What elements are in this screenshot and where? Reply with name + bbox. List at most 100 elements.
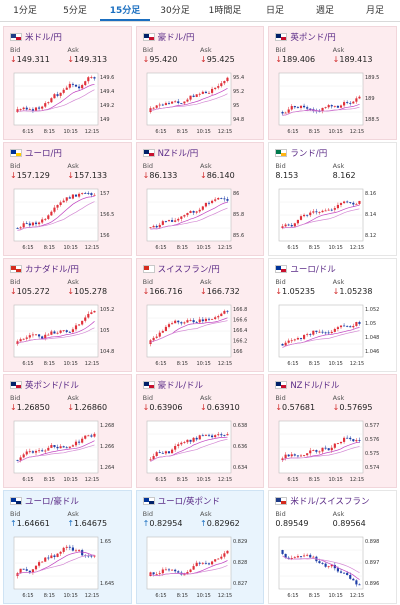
direction-arrow-icon: ↓	[332, 55, 340, 64]
y-tick-label: 86	[233, 191, 239, 197]
direction-arrow-icon: ↓	[275, 55, 283, 64]
x-tick-label: 8:15	[44, 593, 55, 599]
bid-label: Bid	[10, 394, 21, 402]
rate-card[interactable]: 米ドル/スイスフラン Bid Ask 0.89549 0.89564 0.898 0.897…	[268, 490, 397, 604]
rate-card[interactable]: NZドル/円 Bid Ask ↓86.133 ↓86.140 86 85.8 85.6 6:15…	[135, 142, 265, 256]
direction-arrow-icon: ↓	[199, 171, 207, 180]
candlestick-chart[interactable]: 0.638 0.636 0.634 6:15 8:15 10:15 12:15	[143, 419, 259, 485]
candlestick-chart[interactable]: 149.6 149.4 149.2 149 6:15 8:15 10:15 12:15	[10, 71, 126, 137]
rate-card[interactable]: カナダドル/円 Bid Ask ↓105.272 ↓105.278 105.2 105 104…	[3, 258, 132, 372]
flag-icon	[10, 497, 22, 505]
direction-arrow-icon: ↑	[67, 519, 75, 528]
x-tick-label: 8:15	[176, 361, 187, 367]
x-tick-label: 12:15	[85, 361, 99, 367]
x-tick-label: 10:15	[329, 361, 343, 367]
rate-card[interactable]: 豪ドル/ドル Bid Ask ↓0.63906 ↓0.63910 0.638 0.636 0.…	[135, 374, 265, 488]
y-tick-label: 95	[233, 103, 239, 109]
y-tick-label: 1.05	[365, 321, 376, 327]
bid-label: Bid	[10, 278, 21, 286]
ask-price: 149.313	[74, 55, 108, 64]
direction-arrow-icon: ↓	[67, 403, 75, 412]
pair-name[interactable]: ランド/円	[290, 149, 328, 159]
y-tick-label: 166.6	[233, 318, 247, 324]
y-tick-label: 1.268	[100, 423, 114, 429]
pair-name[interactable]: NZドル/円	[157, 149, 199, 159]
pair-name[interactable]: ユーロ/ドル	[290, 265, 336, 275]
bid-label: Bid	[142, 510, 154, 518]
pair-name[interactable]: 豪ドル/円	[157, 33, 195, 43]
tab-6[interactable]: 週足	[315, 6, 334, 16]
pair-name[interactable]: NZドル/ドル	[290, 381, 340, 391]
pair-name[interactable]: 英ポンド/ドル	[25, 381, 79, 391]
y-tick-label: 1.266	[100, 444, 114, 450]
tab-3[interactable]: 30分足	[160, 6, 190, 16]
candlestick-chart[interactable]: 1.052 1.05 1.048 1.046 6:15 8:15 10:15 12:15	[275, 303, 391, 369]
rate-card[interactable]: ユーロ/英ポンド Bid Ask ↑0.82954 ↑0.82962 0.829 0.828…	[135, 490, 265, 604]
y-tick-label: 104.8	[100, 349, 114, 355]
x-tick-label: 10:15	[196, 129, 210, 135]
candlestick-chart[interactable]: 189.5 189 188.5 6:15 8:15 10:15 12:15	[275, 71, 391, 137]
direction-arrow-icon: ↓	[67, 55, 75, 64]
direction-arrow-icon: ↓	[10, 287, 17, 296]
rate-card[interactable]: ユーロ/豪ドル Bid Ask ↑1.64661 ↑1.64675 1.65 1.645 6:…	[3, 490, 132, 604]
pair-name[interactable]: カナダドル/円	[25, 265, 79, 275]
x-tick-label: 12:15	[217, 245, 231, 251]
tab-4[interactable]: 1時間足	[208, 6, 242, 16]
candlestick-chart[interactable]: 95.4 95.2 95 94.8 6:15 8:15 10:15 12:15	[143, 71, 259, 137]
ask-price: 8.162	[332, 171, 356, 180]
x-tick-label: 10:15	[196, 477, 210, 483]
pair-name[interactable]: 豪ドル/ドル	[157, 381, 204, 391]
card-header: 米ドル/円	[10, 31, 125, 43]
candlestick-chart[interactable]: 166.8 166.6 166.4 166.2 166 6:15 8:15 10:15 12:1…	[143, 303, 259, 369]
flag-icon	[142, 381, 155, 389]
x-tick-label: 6:15	[288, 361, 299, 367]
ask-price: 189.413	[339, 55, 373, 64]
x-tick-label: 10:15	[63, 129, 77, 135]
tab-1[interactable]: 5分足	[63, 6, 87, 16]
candlestick-chart[interactable]: 1.65 1.645 6:15 8:15 10:15 12:15	[10, 535, 126, 601]
x-tick-label: 8:15	[176, 129, 187, 135]
pair-name[interactable]: 英ポンド/円	[290, 33, 336, 43]
tab-2[interactable]: 15分足	[100, 0, 150, 21]
tab-7[interactable]: 月足	[365, 6, 384, 16]
pair-name[interactable]: 米ドル/円	[25, 33, 62, 43]
rate-card[interactable]: 英ポンド/円 Bid Ask ↓189.406 ↓189.413 189.5 189 188.…	[268, 26, 397, 140]
pair-name[interactable]: ユーロ/英ポンド	[157, 497, 221, 507]
y-tick-label: 156	[100, 233, 110, 239]
x-tick-label: 12:15	[85, 245, 99, 251]
y-tick-label: 0.827	[233, 581, 247, 587]
candlestick-chart[interactable]: 0.829 0.828 0.827 6:15 8:15 10:15 12:15	[143, 535, 259, 601]
rate-card[interactable]: 米ドル/円 Bid Ask ↓149.311 ↓149.313 149.6 149.4 149…	[3, 26, 132, 140]
x-tick-label: 10:15	[329, 477, 343, 483]
tab-5[interactable]: 日足	[265, 6, 284, 16]
bid-price: 0.63906	[149, 403, 183, 412]
x-tick-label: 10:15	[63, 361, 77, 367]
rate-card[interactable]: 英ポンド/ドル Bid Ask ↓1.26850 ↓1.26860 1.268 1.266 1…	[3, 374, 132, 488]
tab-0[interactable]: 1分足	[13, 6, 37, 16]
rate-card[interactable]: ランド/円 Bid Ask 8.153 8.162 8.16 8.14 8.12 6:15 8:1…	[268, 142, 397, 256]
y-tick-label: 1.645	[100, 581, 114, 587]
rate-card[interactable]: NZドル/ドル Bid Ask ↓0.57681 ↓0.57695 0.577 0.576 0…	[268, 374, 397, 488]
candlestick-chart[interactable]: 0.898 0.897 0.896 6:15 8:15 10:15 12:15	[275, 535, 391, 601]
pair-name[interactable]: スイスフラン/円	[157, 265, 220, 275]
rate-card[interactable]: スイスフラン/円 Bid Ask ↓166.716 ↓166.732 166.8 166.6…	[135, 258, 265, 372]
rate-card[interactable]: ユーロ/ドル Bid Ask ↓1.05235 ↓1.05238 1.052 1.05 1.0…	[268, 258, 397, 372]
pair-name[interactable]: ユーロ/豪ドル	[25, 497, 79, 507]
candlestick-chart[interactable]: 8.16 8.14 8.12 6:15 8:15 10:15 12:15	[275, 187, 391, 253]
candlestick-chart[interactable]: 0.577 0.576 0.575 0.574 6:15 8:15 10:15 12:15	[275, 419, 391, 485]
rate-card[interactable]: ユーロ/円 Bid Ask ↓157.129 ↓157.133 157 156.5 156 6:…	[3, 142, 132, 256]
candlestick-chart[interactable]: 1.268 1.266 1.264 6:15 8:15 10:15 12:15	[10, 419, 126, 485]
bid-price: 95.420	[149, 55, 178, 64]
y-tick-label: 0.574	[365, 465, 379, 471]
y-tick-label: 0.638	[233, 423, 247, 429]
rate-card[interactable]: 豪ドル/円 Bid Ask ↓95.420 ↓95.425 95.4 95.2 95 94.8 6…	[135, 26, 265, 140]
y-tick-label: 1.048	[365, 335, 379, 341]
card-header: 英ポンド/円	[275, 31, 390, 43]
pair-name[interactable]: 米ドル/スイスフラン	[290, 497, 370, 507]
pair-name[interactable]: ユーロ/円	[25, 149, 62, 159]
candlestick-chart[interactable]: 105.2 105 104.8 6:15 8:15 10:15 12:15	[10, 303, 126, 369]
candlestick-chart[interactable]: 86 85.8 85.6 6:15 8:15 10:15 12:15	[143, 187, 259, 253]
ask-label: Ask	[67, 46, 79, 54]
candlestick-chart[interactable]: 157 156.5 156 6:15 8:15 10:15 12:15	[10, 187, 126, 253]
flag-icon	[10, 149, 22, 157]
